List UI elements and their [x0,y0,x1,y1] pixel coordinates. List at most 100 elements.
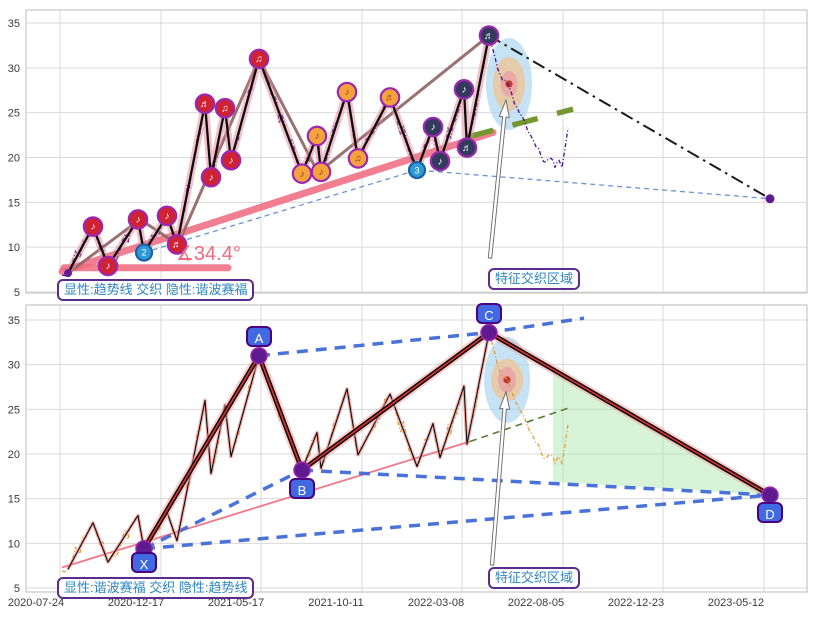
wave-marker-orange [306,125,328,147]
x-tick-label: 2022-12-23 [608,597,664,609]
y-tick-label: 25 [8,404,20,416]
pivot-zigzag-halo-bottom [66,332,491,571]
x-tick-label: 2023-05-12 [708,597,764,609]
marker-glyph: ♬ [462,143,472,154]
y-tick-label: 5 [14,583,20,595]
wave-markers: ♪ ♪ ♪ 2 ♪ ♬ ♬ ♪ ♫ ♪ ♫ ♪ ♪ ♪ ♪ ♫ ♬ 3 ♪ ♪ ♪ ♬ ♬ [64,25,500,278]
harmonic-point-label-a: A [246,326,272,348]
x-tick-label: 2020-12-17 [108,597,164,609]
y-tick-label: 5 [14,287,20,299]
marker-glyph: ♪ [91,222,96,233]
ac-dashed [258,316,585,358]
feature-zone-annotation-bottom: 特征交织区域 [488,567,581,589]
y-tick-label: 15 [8,197,20,209]
marker-glyph: ♫ [221,103,229,114]
marker-glyph: ♪ [438,156,443,167]
wave-marker-red [127,209,149,230]
marker-glyph: ♪ [165,211,170,222]
marker-glyph: ♫ [255,54,263,65]
trendline-angle-label: ∡34.4° [176,243,241,265]
y-tick-label: 35 [8,315,20,327]
bottom-panel-legend-box: 显性:谐波赛福 交织 隐性:趋势线 [57,577,255,599]
marker-glyph: ♪ [209,172,214,183]
wave-marker-red [200,166,222,188]
marker-glyph: 3 [414,165,419,175]
y-tick-label: 35 [8,18,20,30]
marker-glyph: ♪ [136,215,141,226]
marker-glyph: ♬ [172,240,182,251]
wave-marker-blue [407,160,427,180]
harmonic-point-label-c: C [476,303,502,324]
feature-zone-top [486,37,532,130]
wave-marker-orange [379,87,401,108]
wave-marker-red [194,93,216,114]
marker-glyph: ♪ [315,131,320,142]
top-panel-legend-box: 显性:趋势线 交织 隐性:谐波赛福 [57,279,255,301]
harmonic-point-dot-c [480,323,498,342]
y-tick-label: 10 [8,242,20,254]
x-tick-label: 2021-05-17 [208,597,264,609]
feature-zone-annotation-top: 特征交织区域 [488,268,581,290]
wave-marker-red [214,97,236,119]
bottom-panel-lines [61,316,771,569]
x-tick-label: 2022-03-08 [408,597,464,609]
feature-zone-bottom [484,336,530,423]
wave-marker-red [220,149,242,171]
marker-glyph: ♬ [484,31,494,42]
wave-marker-orange [310,161,332,183]
marker-glyph: ♪ [229,155,234,166]
marker-glyph: ♪ [106,261,111,272]
harmonic-point-label-b: B [289,477,315,499]
olive-projection-thin [469,406,571,443]
top-panel-lines [58,34,771,275]
wave-marker-navy [422,116,444,138]
wave-marker-red [156,205,178,227]
wave-marker-navy [429,150,451,172]
pink-trendline-thin [61,440,471,569]
y-tick-label: 15 [8,494,20,506]
harmonic-point-dot-b [293,461,311,479]
y-tick-label: 20 [8,449,20,461]
projection-end-dot [765,194,775,204]
wave-marker-orange [336,81,358,103]
y-tick-label: 30 [8,360,20,372]
wave-marker-navy [453,79,475,100]
feature-zone-center-dot [505,80,513,88]
marker-glyph: ♬ [385,93,395,104]
feature-zone-arrow-bottom [489,390,511,566]
harmonic-point-dot-a [250,346,268,365]
wave-marker-red [82,216,104,237]
start-dot [64,269,72,278]
harmonic-point-label-x: X [131,552,157,574]
harmonic-point-label-d: D [757,501,783,523]
marker-glyph: ♬ [200,99,210,110]
marker-glyph: ♪ [300,169,305,180]
marker-glyph: ♪ [319,167,324,178]
x-tick-label: 2021-10-11 [308,597,363,609]
x-tick-label: 2022-08-05 [508,597,564,609]
black-dashdot-projection [488,34,771,200]
marker-glyph: ♫ [354,154,362,165]
xb-dashed [143,468,303,551]
bottom-panel-border [25,304,808,593]
y-tick-label: 10 [8,538,20,550]
y-tick-label: 20 [8,152,20,164]
marker-glyph: ♪ [431,122,436,133]
y-tick-label: 30 [8,63,20,75]
marker-glyph: 2 [141,248,146,258]
olive-projection [467,106,574,140]
harmonic-point-dot-d [761,486,779,504]
x-tick-label: 2020-07-24 [8,597,64,609]
wave-marker-navy [456,137,478,158]
wave-marker-navy [478,25,500,46]
wave-marker-blue [134,243,154,262]
marker-glyph: ♪ [345,87,350,98]
wave-marker-red [248,48,270,70]
x-axis-labels: 2020-07-24 2020-12-17 2021-05-17 2021-10-11… [8,597,764,609]
wave-marker-red [97,255,119,277]
y-tick-label: 25 [8,108,20,120]
top-panel-border [25,9,808,294]
pivot-zigzag-bottom [67,332,490,570]
